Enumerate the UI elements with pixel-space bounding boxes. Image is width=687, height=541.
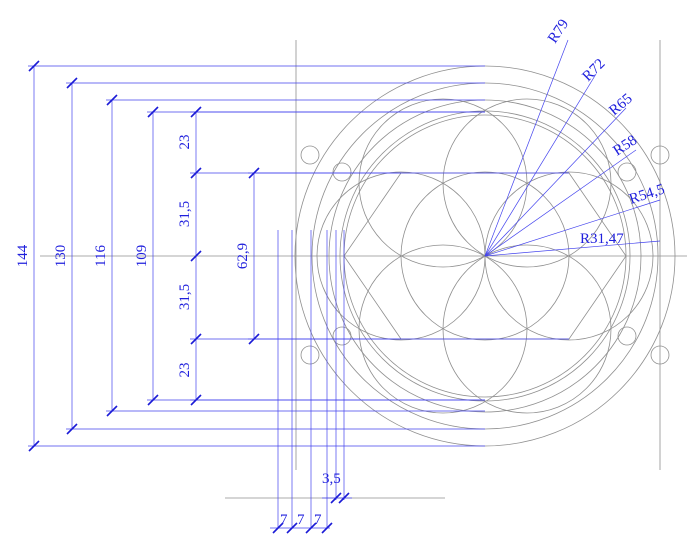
tick-chain-400	[190, 394, 202, 406]
label-144: 144	[15, 244, 31, 267]
label-23-top: 23	[177, 135, 193, 150]
tick-7-d	[321, 522, 333, 534]
leader-r79	[484, 39, 569, 257]
hole-inner-lower-right	[617, 326, 637, 346]
label-7-b: 7	[297, 512, 305, 528]
tick-144-bottom	[28, 440, 40, 452]
leader-r31-47	[484, 240, 661, 257]
tick-3-5-a	[330, 492, 342, 504]
bottom-extension-lines	[270, 230, 352, 529]
label-r79: R79	[545, 17, 572, 47]
tick-chain-256	[190, 250, 202, 262]
petal-circle-6	[442, 244, 612, 414]
hole-inner-upper-left	[332, 162, 352, 182]
leader-r54-5	[484, 199, 661, 257]
bolt-holes	[300, 145, 670, 365]
tick-3-5-b	[338, 492, 350, 504]
hole-outer-upper-right	[650, 145, 670, 165]
tick-chain-173	[190, 167, 202, 179]
label-23-bottom: 23	[177, 363, 193, 378]
circle-r58	[339, 110, 631, 402]
tick-chain-112	[190, 106, 202, 118]
tick-130-top	[66, 77, 78, 89]
tick-109-top	[147, 106, 159, 118]
hole-outer-lower-left	[300, 345, 320, 365]
leader-r58	[484, 149, 637, 257]
radius-leaders	[484, 39, 661, 257]
label-3-5: 3,5	[322, 471, 341, 487]
tick-116-bottom	[106, 405, 118, 417]
hole-outer-upper-left	[300, 145, 320, 165]
tick-109-bottom	[147, 394, 159, 406]
label-116: 116	[93, 245, 109, 267]
label-31-5-top: 31,5	[177, 201, 193, 227]
label-r58: R58	[610, 132, 640, 159]
tick-116-top	[106, 94, 118, 106]
tick-130-bottom	[66, 423, 78, 435]
leader-r65	[484, 107, 627, 257]
leader-r72	[484, 73, 597, 257]
tick-chain-339	[190, 333, 202, 345]
tick-7-c	[305, 522, 317, 534]
tick-62-9-bottom	[248, 333, 260, 345]
horizontal-dimension-labels: 3,5 7 7 7	[280, 471, 341, 528]
label-62-9: 62,9	[235, 243, 251, 269]
tick-144-top	[28, 60, 40, 72]
tick-7-a	[272, 522, 284, 534]
label-r72: R72	[580, 56, 609, 85]
hole-inner-upper-right	[617, 162, 637, 182]
hole-inner-lower-left	[332, 326, 352, 346]
tick-7-b	[286, 522, 298, 534]
label-109: 109	[134, 245, 150, 268]
label-r65: R65	[606, 91, 635, 119]
label-7-a: 7	[280, 512, 288, 528]
hole-outer-lower-right	[650, 345, 670, 365]
tick-62-9-top	[248, 167, 260, 179]
vertical-dimension-labels: 144 130 116 109 23 31,5 31,5 23 62,9	[15, 135, 251, 378]
label-130: 130	[53, 245, 69, 268]
label-r31-47: R31,47	[580, 231, 624, 247]
petal-circle-5	[358, 244, 528, 414]
label-31-5-bottom: 31,5	[177, 284, 193, 310]
label-7-c: 7	[314, 512, 322, 528]
dimension-ticks	[28, 60, 350, 534]
